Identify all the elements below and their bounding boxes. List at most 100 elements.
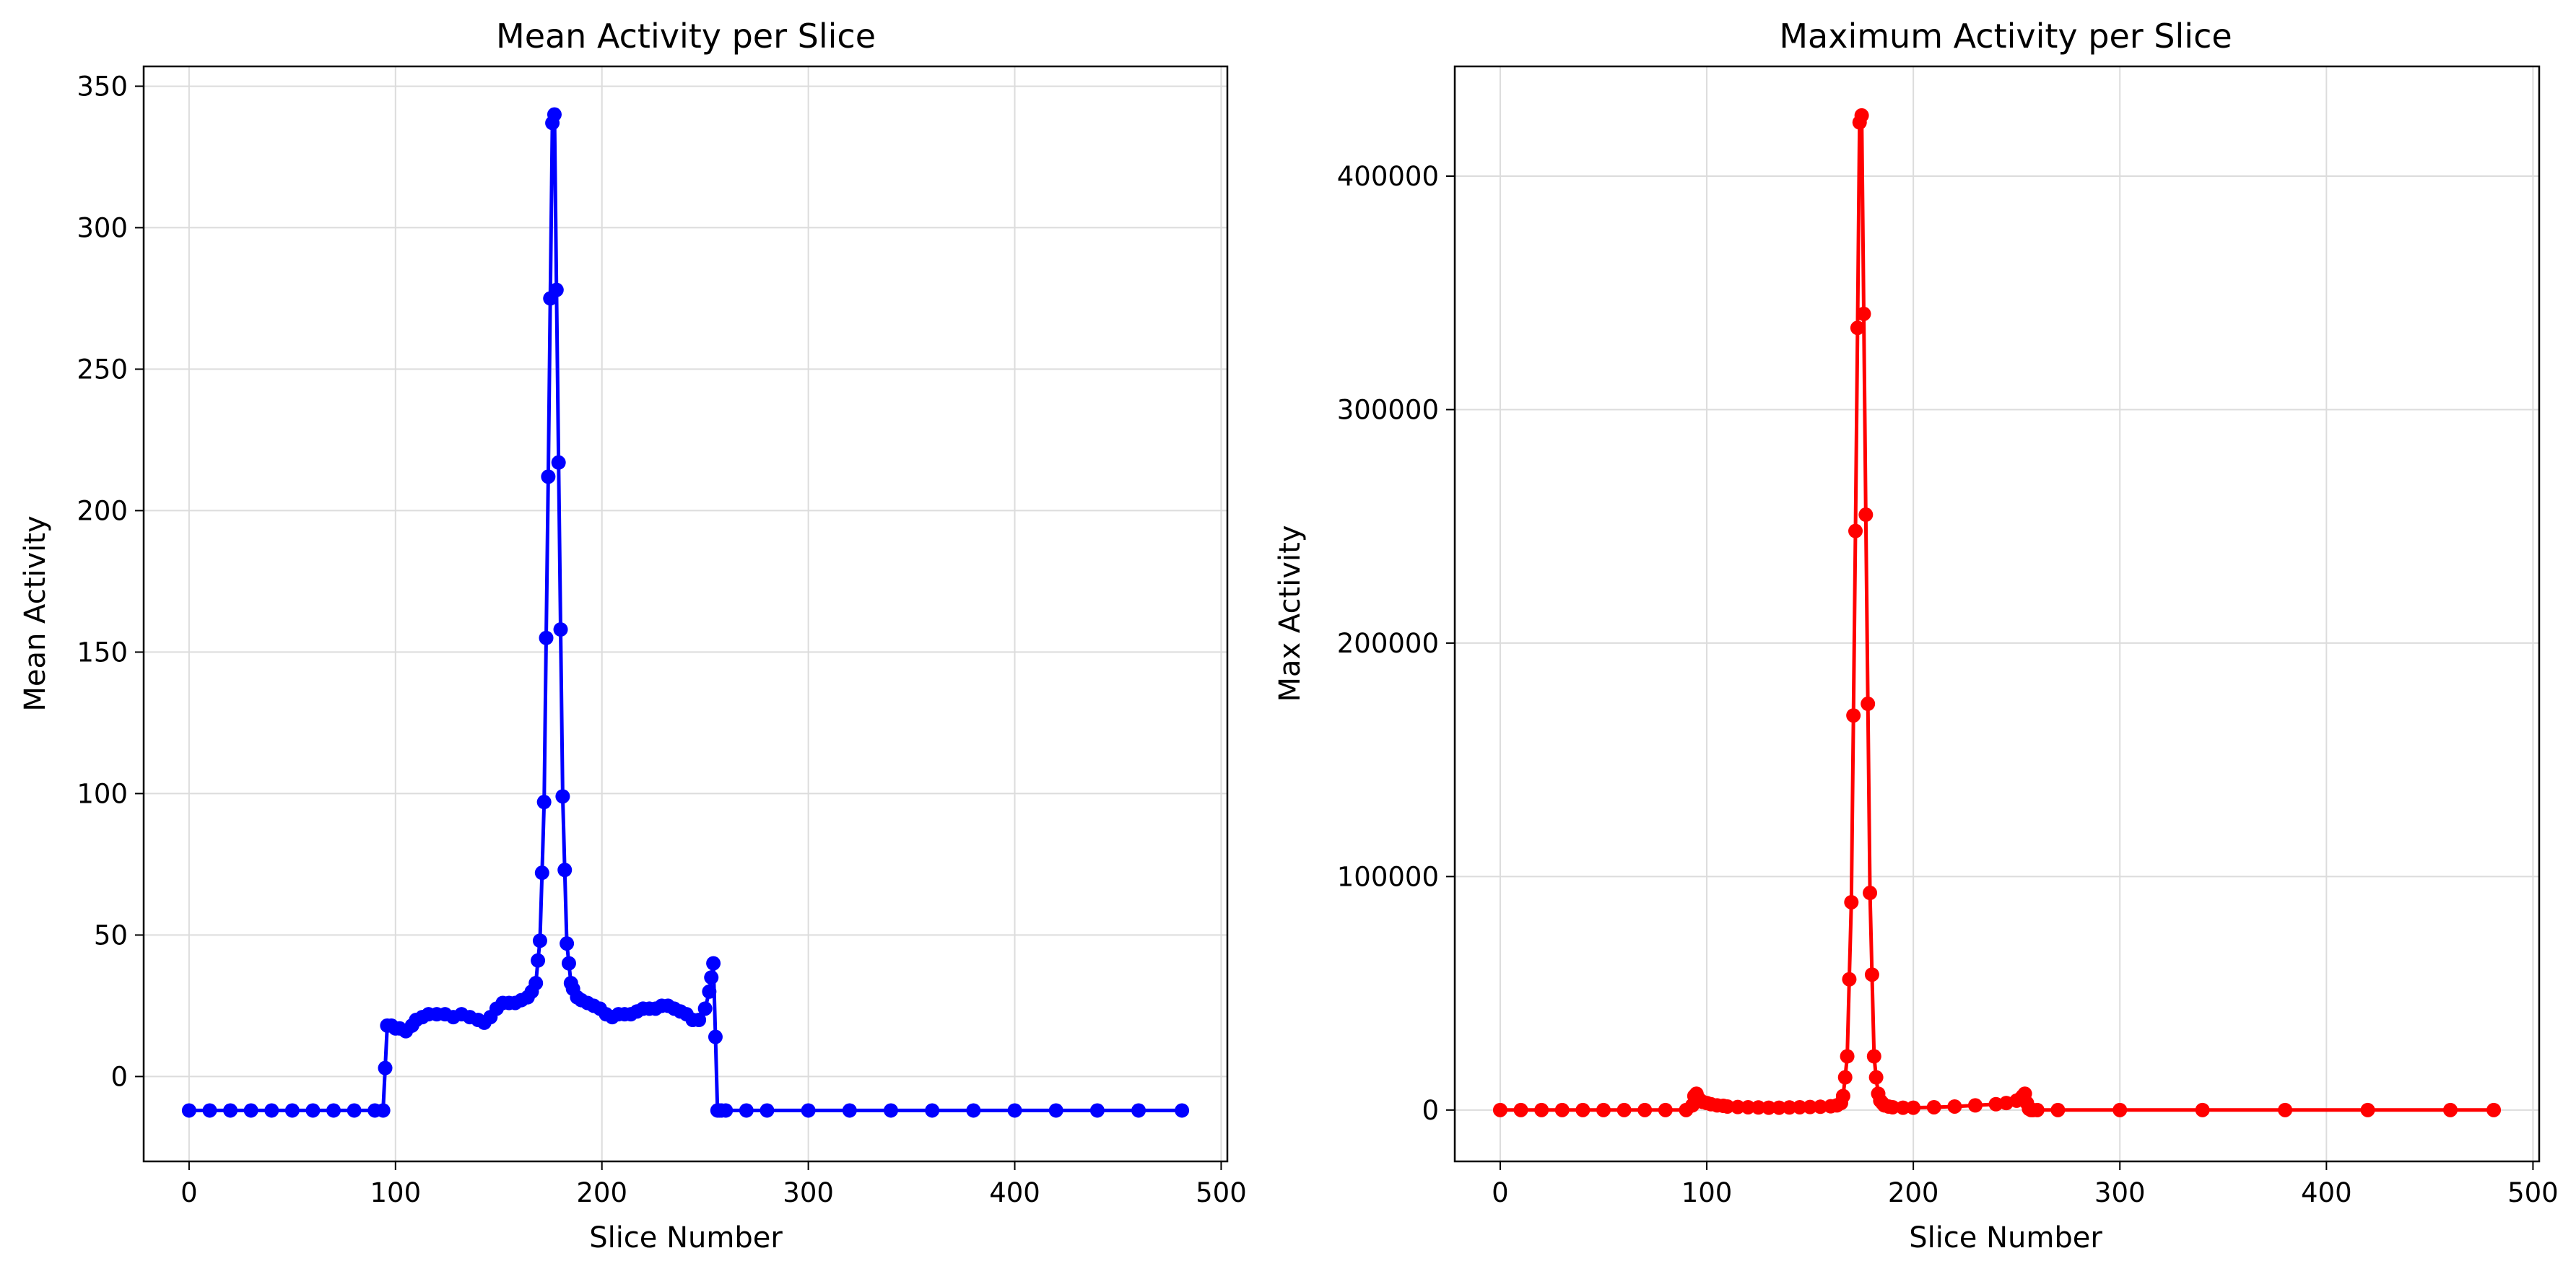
data-point xyxy=(1803,1099,1818,1114)
y-tick-label: 200000 xyxy=(1337,628,1439,659)
data-point xyxy=(702,984,717,999)
data-point xyxy=(549,282,564,297)
data-point xyxy=(1861,697,1876,712)
data-point xyxy=(2486,1102,2502,1117)
y-axis-label: Max Activity xyxy=(1274,525,1307,702)
data-point xyxy=(1492,1102,1507,1117)
x-tick-label: 400 xyxy=(989,1177,1040,1208)
data-point xyxy=(181,1103,196,1118)
data-point xyxy=(555,789,570,804)
data-point xyxy=(1792,1099,1807,1114)
x-tick-label: 500 xyxy=(2507,1177,2559,1208)
data-point xyxy=(1868,1070,1884,1085)
data-point xyxy=(326,1103,341,1118)
data-point xyxy=(541,469,556,484)
data-point xyxy=(223,1103,238,1118)
data-point xyxy=(2112,1102,2128,1117)
y-tick-label: 250 xyxy=(77,354,128,385)
data-point xyxy=(1772,1100,1787,1115)
data-point xyxy=(1007,1103,1022,1118)
data-point xyxy=(2278,1102,2293,1117)
data-point xyxy=(1751,1100,1766,1115)
plot-frame xyxy=(142,65,1229,1163)
data-point xyxy=(697,1001,713,1016)
y-tick-label: 150 xyxy=(77,637,128,668)
data-point xyxy=(1844,894,1859,909)
data-point xyxy=(1967,1098,1983,1113)
data-point xyxy=(2195,1102,2210,1117)
data-point xyxy=(2360,1102,2375,1117)
data-point xyxy=(718,1103,734,1118)
y-tick-label: 300000 xyxy=(1337,394,1439,425)
data-point xyxy=(925,1103,940,1118)
data-point xyxy=(202,1103,217,1118)
data-point xyxy=(1175,1103,1190,1118)
data-point xyxy=(1840,1049,1855,1064)
data-point xyxy=(284,1103,300,1118)
series-markers xyxy=(1492,108,2502,1117)
data-point xyxy=(692,1013,707,1028)
data-point xyxy=(1596,1102,1611,1117)
data-point xyxy=(704,970,719,985)
y-tick-label: 350 xyxy=(77,71,128,102)
y-tick-label: 400000 xyxy=(1337,161,1439,192)
data-point xyxy=(557,863,573,878)
data-point xyxy=(760,1103,775,1118)
data-point xyxy=(536,795,552,810)
data-point xyxy=(375,1103,391,1118)
data-point xyxy=(1858,507,1874,523)
data-point xyxy=(378,1060,393,1076)
y-tick-label: 50 xyxy=(94,920,128,951)
data-point xyxy=(347,1103,362,1118)
data-point xyxy=(531,953,546,968)
data-point xyxy=(1720,1099,1735,1114)
data-point xyxy=(561,956,576,971)
data-point xyxy=(1835,1088,1850,1104)
x-tick-label: 0 xyxy=(180,1177,198,1208)
data-point xyxy=(1554,1102,1570,1117)
data-point xyxy=(1741,1099,1756,1114)
data-point xyxy=(534,865,549,881)
x-tick-label: 0 xyxy=(1492,1177,1509,1208)
grid xyxy=(144,66,1227,1161)
chart-title: Maximum Activity per Slice xyxy=(1779,17,2232,56)
y-tick-label: 0 xyxy=(1422,1095,1439,1126)
data-point xyxy=(305,1103,321,1118)
y-tick-label: 300 xyxy=(77,212,128,243)
data-point xyxy=(553,622,568,637)
data-point xyxy=(708,1029,723,1044)
x-tick-label: 200 xyxy=(1888,1177,1939,1208)
x-axis-label: Slice Number xyxy=(1909,1221,2102,1255)
data-point xyxy=(1906,1100,1921,1115)
series-line xyxy=(188,113,1183,1112)
series-markers xyxy=(181,107,1190,1118)
series-line xyxy=(1500,113,2494,1112)
data-point xyxy=(1730,1099,1745,1114)
x-tick-label: 100 xyxy=(1681,1177,1733,1208)
data-point xyxy=(842,1103,857,1118)
data-point xyxy=(1856,306,1871,321)
data-point xyxy=(1616,1102,1632,1117)
x-tick-label: 400 xyxy=(2301,1177,2352,1208)
x-tick-label: 300 xyxy=(2094,1177,2146,1208)
data-point xyxy=(2050,1102,2066,1117)
data-point xyxy=(1854,108,1869,123)
data-point xyxy=(1885,1099,1900,1114)
y-tick-label: 200 xyxy=(77,495,128,526)
data-point xyxy=(1895,1100,1910,1115)
x-tick-label: 300 xyxy=(783,1177,834,1208)
data-point xyxy=(1926,1099,1941,1114)
data-point xyxy=(1658,1102,1673,1117)
data-point xyxy=(1813,1099,1828,1114)
data-point xyxy=(1637,1102,1653,1117)
data-point xyxy=(1863,886,1878,901)
y-tick-label: 100 xyxy=(77,778,128,809)
y-tick-label: 0 xyxy=(110,1061,128,1092)
y-axis-label: Mean Activity xyxy=(19,515,52,711)
data-point xyxy=(547,107,562,122)
data-point xyxy=(243,1103,258,1118)
x-tick-label: 100 xyxy=(370,1177,421,1208)
data-point xyxy=(1866,1049,1881,1064)
data-point xyxy=(1089,1103,1105,1118)
